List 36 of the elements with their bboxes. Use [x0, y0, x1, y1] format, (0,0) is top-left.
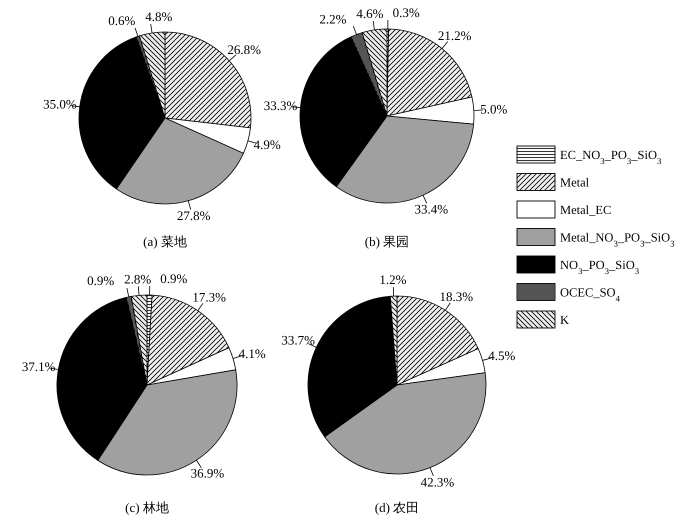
data-label: 33.7% — [281, 332, 316, 348]
data-label: 17.3% — [192, 290, 226, 305]
legend-label: OCEC_SO$_{4}$ — [560, 286, 621, 304]
data-label: 35.0% — [43, 96, 77, 112]
data-label: 0.6% — [108, 13, 136, 28]
legend-label: Metal_NO$_{3}$_PO$_{3}$_SiO$_{3}$ — [560, 230, 676, 248]
data-label: 4.9% — [254, 137, 281, 152]
data-label: 21.2% — [438, 28, 472, 44]
data-label: 4.6% — [356, 6, 384, 22]
legend-label: EC_NO$_{3}$_PO$_{3}$_SiO$_{3}$ — [560, 148, 662, 166]
legend-label: Metal — [560, 176, 590, 190]
data-label: 4.8% — [145, 9, 173, 24]
legend-label: K — [560, 313, 570, 327]
data-label: 1.2% — [379, 272, 407, 288]
legend-label: NO$_{3}$_PO$_{3}$_SiO$_{3}$ — [560, 258, 640, 276]
data-label: 5.0% — [480, 102, 508, 117]
data-label: 42.3% — [420, 474, 454, 490]
data-label: 33.4% — [414, 202, 448, 217]
data-label: 2.8% — [124, 271, 152, 286]
data-label: 0.9% — [87, 273, 114, 288]
legend-label: Metal_EC — [560, 203, 612, 217]
data-label: 26.8% — [227, 42, 262, 58]
data-label: 18.3% — [439, 288, 474, 304]
data-label: 27.8% — [176, 208, 211, 224]
data-label: 0.3% — [392, 5, 420, 20]
data-label: 4.1% — [238, 346, 266, 361]
text: (a) 菜地 — [143, 234, 187, 249]
text: (d) 农田 — [374, 500, 420, 515]
data-label: 4.5% — [488, 348, 516, 364]
text: (c) 林地 — [125, 500, 169, 515]
data-label: 36.9% — [190, 466, 224, 481]
data-label: 0.9% — [160, 271, 188, 286]
text: (b) 果园 — [364, 234, 410, 249]
data-label: 37.1% — [22, 358, 56, 374]
data-label: 2.2% — [319, 12, 347, 27]
data-label: 33.3% — [264, 98, 298, 113]
